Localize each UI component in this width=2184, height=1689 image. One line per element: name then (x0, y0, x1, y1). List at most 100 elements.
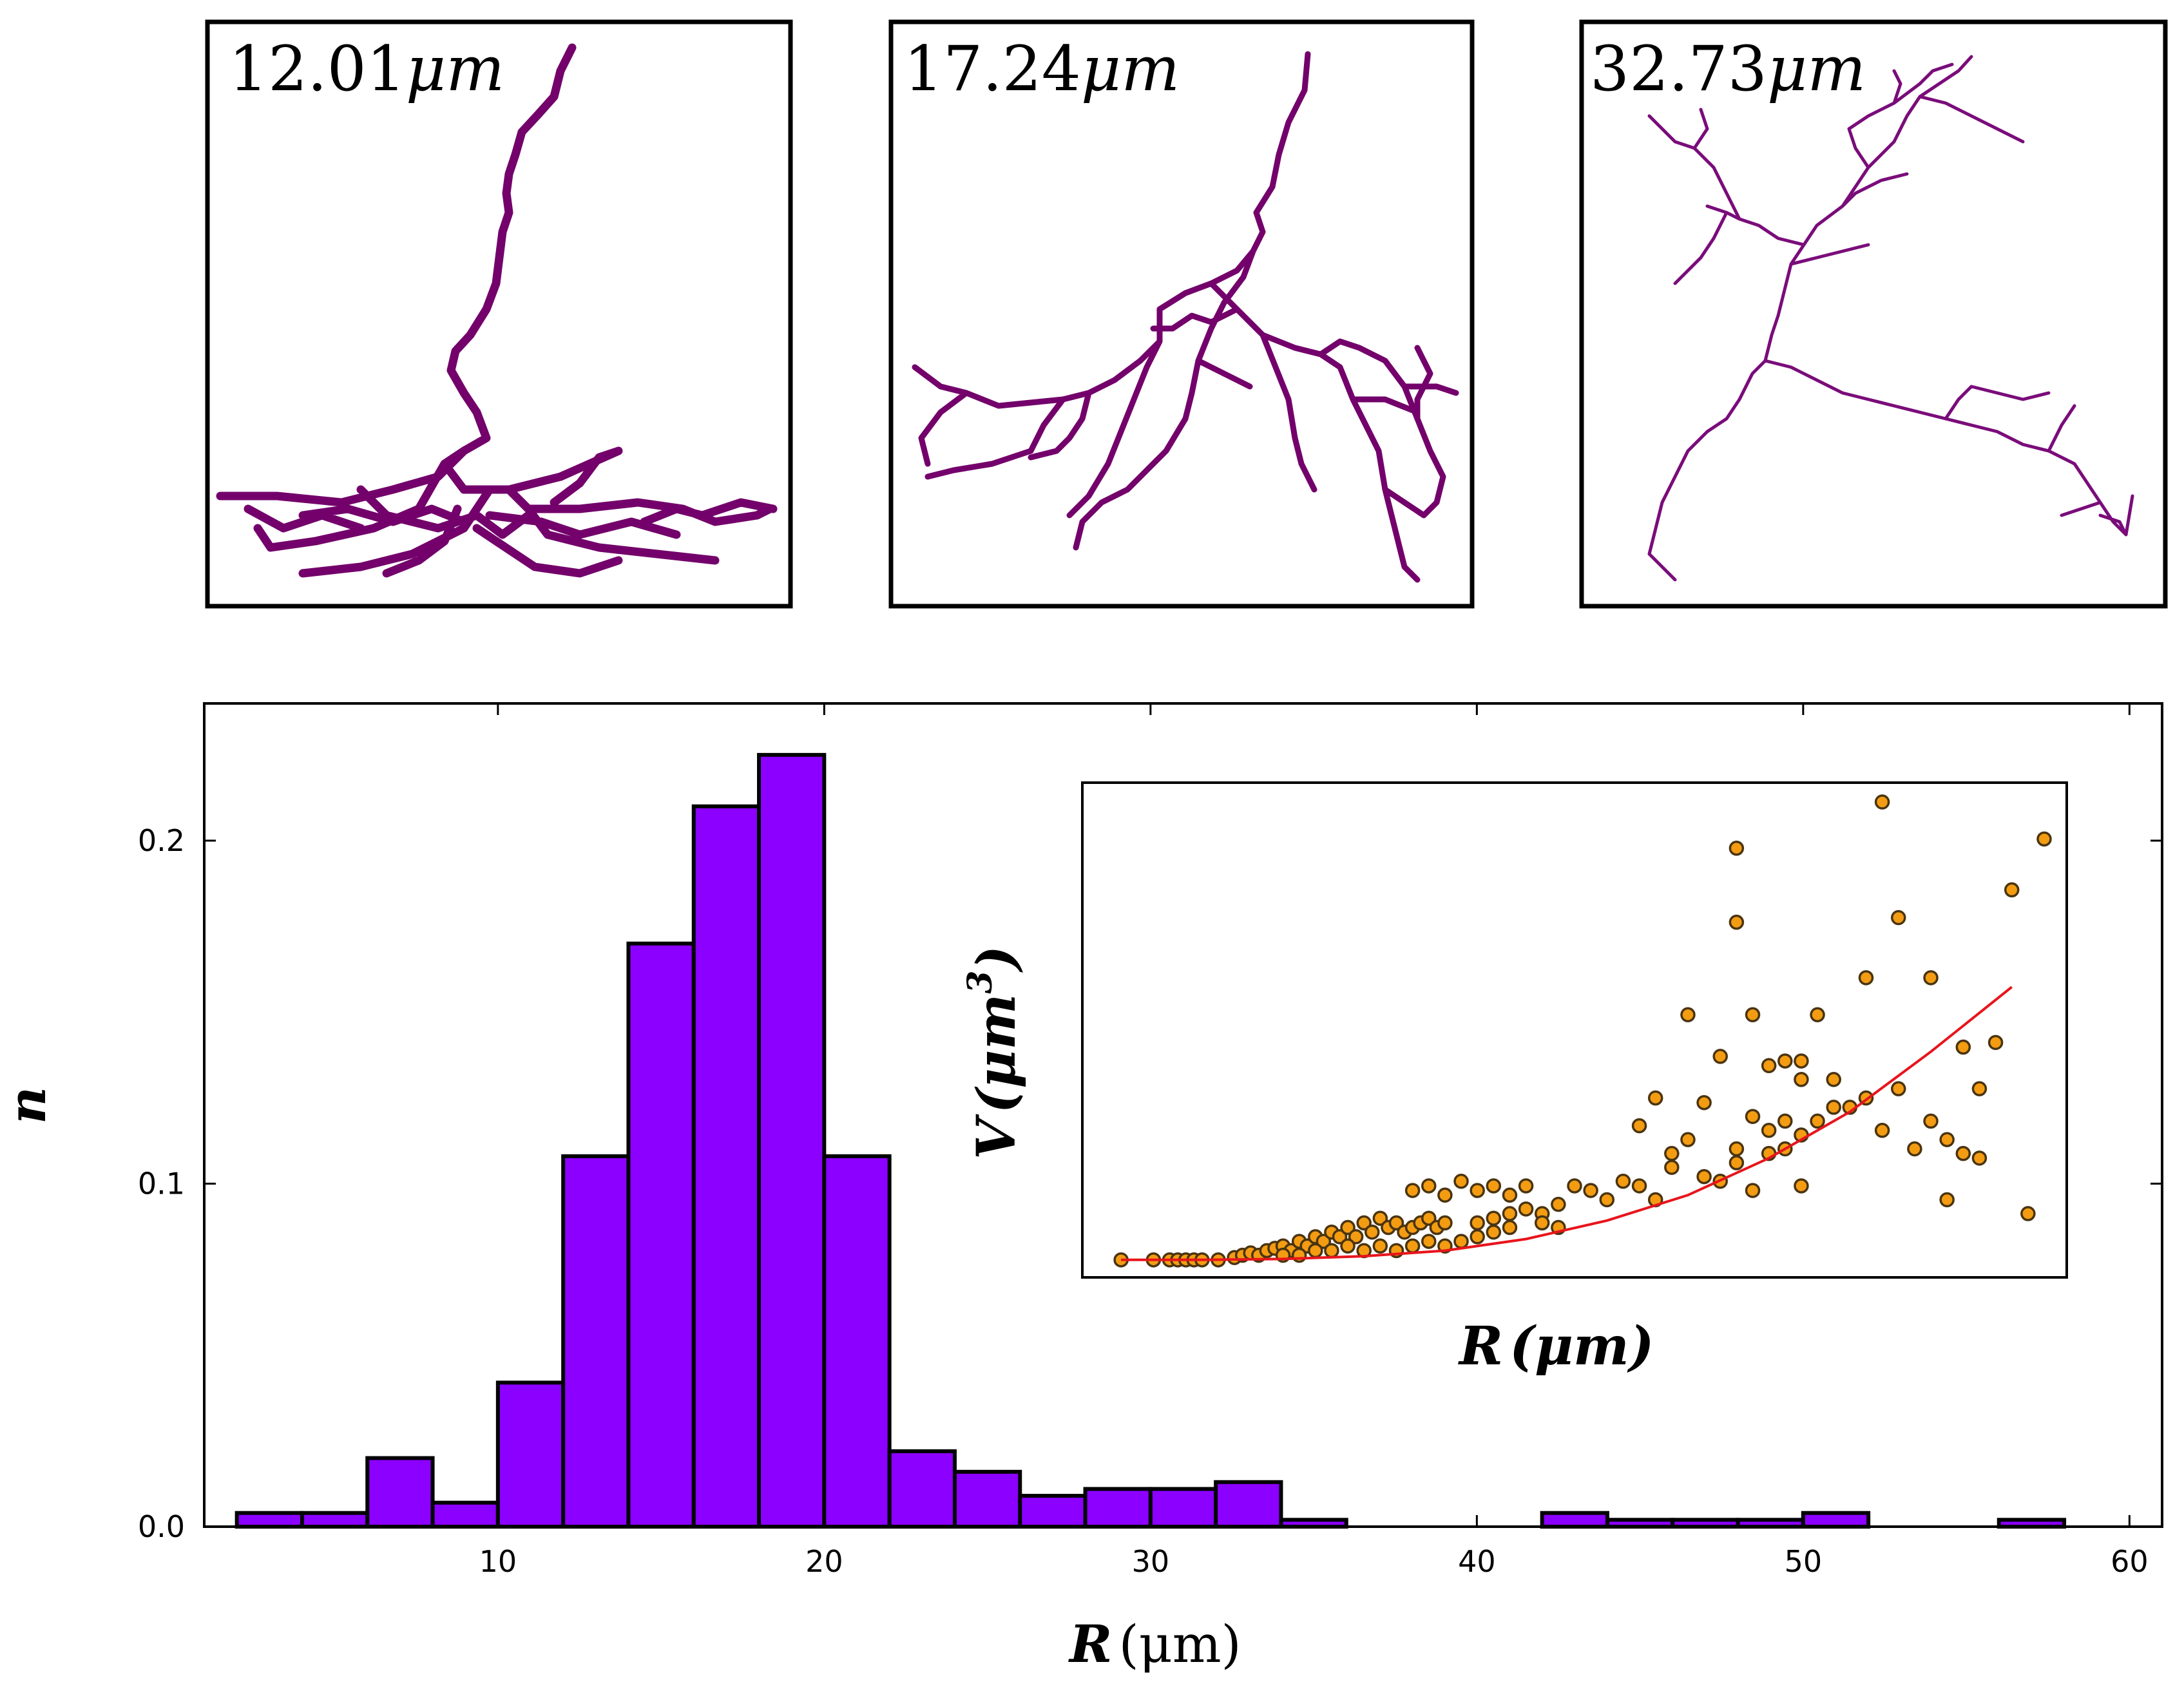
inset-point (1664, 1145, 1680, 1161)
histogram-y-tick-label: 0.0 (138, 1509, 185, 1544)
neuron-panel-1: 12.01μm (205, 19, 793, 609)
panel-1-label: 12.01μm (229, 33, 504, 105)
inset-point (1372, 1238, 1388, 1254)
panel-2-label: 17.24μm (904, 33, 1180, 105)
inset-point (1348, 1229, 1364, 1245)
inset-point (1794, 1053, 1809, 1069)
histogram-axes-frame (203, 702, 2163, 1528)
inset-y-axis-title: V(μm3) (961, 946, 1028, 1159)
inset-point (1729, 1141, 1745, 1157)
inset-point (1729, 1155, 1745, 1170)
neuron-panel-2: 17.24μm (888, 19, 1475, 609)
neuron-morphology-1 (216, 43, 778, 578)
histogram-bar (1018, 1494, 1087, 1529)
inset-fit-line (1121, 986, 2013, 1261)
inset-point (1421, 1210, 1437, 1226)
inset-point (1453, 1174, 1469, 1189)
histogram-bar (495, 1380, 566, 1529)
inset-point (1404, 1238, 1421, 1254)
inset-point (1486, 1210, 1502, 1226)
inset-point (1826, 1072, 1841, 1087)
inset-point (1324, 1243, 1339, 1259)
inset-point (1437, 1187, 1453, 1203)
inset-point (1680, 1132, 1696, 1147)
inset-point (1388, 1215, 1404, 1231)
inset-point (1826, 1100, 1841, 1115)
inset-point (1761, 1058, 1777, 1074)
inset-point (1745, 1183, 1761, 1198)
inset-point (1583, 1183, 1598, 1198)
inset-point (1955, 1039, 1971, 1055)
inset-point (1745, 1007, 1761, 1023)
panel-2-unit: μm (1081, 33, 1180, 105)
inset-point (1712, 1049, 1728, 1064)
inset-point (1356, 1215, 1372, 1231)
inset-point (1308, 1243, 1323, 1259)
inset-point (1955, 1145, 1971, 1161)
inset-point (1502, 1187, 1518, 1203)
inset-point (1470, 1183, 1485, 1198)
inset-point (1874, 1123, 1890, 1138)
histogram-bar (300, 1511, 370, 1529)
inset-point (1631, 1178, 1647, 1194)
inset-point (1437, 1215, 1453, 1231)
inset-point (1891, 910, 1906, 926)
neuron-panel-2-frame (888, 19, 1475, 609)
panel-3-unit: μm (1767, 33, 1866, 105)
histogram-bar (1083, 1487, 1153, 1529)
inset-point (1421, 1178, 1437, 1194)
inset-scatter-chart: R (μm) V(μm3) (961, 781, 2068, 1377)
inset-point (1858, 970, 1874, 986)
histogram-bar (1801, 1511, 1871, 1529)
histogram-x-tick-label: 60 (2111, 1544, 2149, 1579)
inset-point (1332, 1229, 1348, 1245)
histogram-y-tick-label: 0.2 (138, 823, 185, 858)
inset-point (1404, 1183, 1421, 1198)
inset-point (1874, 794, 1890, 810)
neuron-panel-3: 32.73μm (1579, 19, 2168, 609)
histogram-bar (691, 804, 762, 1529)
inset-point (1372, 1210, 1388, 1226)
inset-background (1081, 781, 2068, 1279)
inset-point (1696, 1169, 1712, 1185)
inset-x-axis-unit: (μm) (1509, 1315, 1654, 1377)
inset-point (1518, 1178, 1534, 1194)
inset-point (1907, 1141, 1922, 1157)
histogram-y-ticks: 0.0 0.1 0.2 (138, 823, 2162, 1544)
inset-point (1777, 1113, 1793, 1129)
histogram-bar (1214, 1480, 1283, 1529)
inset-point (1971, 1150, 1988, 1166)
inset-point (1567, 1178, 1582, 1194)
inset-point (1923, 970, 1939, 986)
inset-point (1729, 914, 1745, 930)
inset-point (1365, 1224, 1380, 1240)
inset-point (1794, 1178, 1809, 1194)
inset-y-axis-unit: (μm (966, 994, 1028, 1114)
histogram-y-axis-title: n (0, 1087, 57, 1124)
inset-point (1777, 1053, 1793, 1069)
inset-point (1534, 1215, 1550, 1231)
inset-point (1421, 1234, 1437, 1249)
inset-point (1453, 1234, 1469, 1249)
inset-point (1316, 1234, 1332, 1249)
inset-point (1647, 1090, 1663, 1106)
histogram-y-tick-label: 0.1 (138, 1167, 185, 1201)
inset-point (1939, 1132, 1955, 1147)
inset-point (1518, 1201, 1534, 1217)
inset-y-axis-close: ) (966, 946, 1028, 973)
inset-point (1745, 1109, 1761, 1124)
neuron-panel-3-frame (1579, 19, 2168, 609)
inset-point (2036, 831, 2052, 847)
inset-point (1340, 1238, 1355, 1254)
inset-x-axis-title: R (μm) (1458, 1315, 1654, 1377)
inset-point (1696, 1094, 1712, 1111)
inset-x-axis-symbol: R (1458, 1315, 1503, 1377)
inset-point (1971, 1081, 1988, 1096)
inset-point (1486, 1178, 1502, 1194)
inset-point (1551, 1196, 1566, 1212)
inset-point (1891, 1081, 1906, 1096)
panel-1-unit: μm (406, 33, 504, 105)
histogram-bar (952, 1469, 1022, 1529)
panel-2-value: 17.24 (904, 33, 1081, 105)
